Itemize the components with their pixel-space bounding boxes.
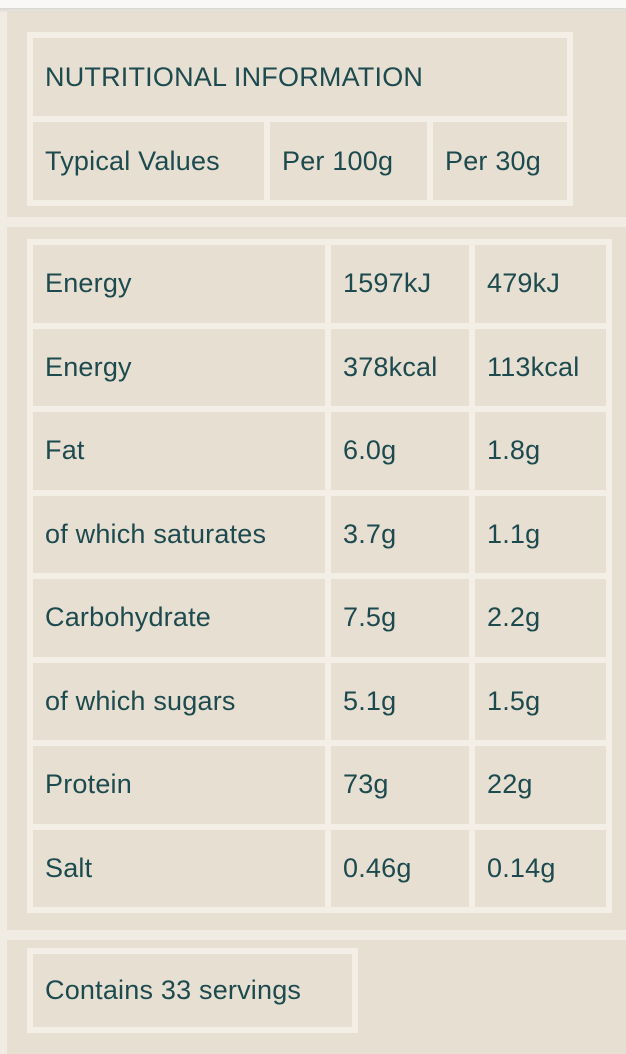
row-label: Salt xyxy=(33,829,325,907)
row-value-per-30g: 113kcal xyxy=(475,328,606,406)
row-value-per-100g: 6.0g xyxy=(331,412,469,490)
row-value-per-100g: 1597kJ xyxy=(331,245,469,323)
nutrition-table-panel: Energy 1597kJ 479kJ Energy 378kcal 113kc… xyxy=(7,227,626,930)
row-value-per-30g: 22g xyxy=(475,746,606,824)
nutrition-table-grid: Energy 1597kJ 479kJ Energy 378kcal 113kc… xyxy=(27,239,612,913)
row-value-per-30g: 0.14g xyxy=(475,829,606,907)
servings-grid: Contains 33 servings xyxy=(27,948,358,1033)
row-value-per-30g: 2.2g xyxy=(475,579,606,657)
top-strip-shadow xyxy=(0,8,626,13)
servings-panel: Contains 33 servings xyxy=(7,940,626,1054)
row-value-per-30g: 1.5g xyxy=(475,662,606,740)
nutrition-title: NUTRITIONAL INFORMATION xyxy=(33,38,567,116)
row-label: of which sugars xyxy=(33,662,325,740)
row-value-per-30g: 1.8g xyxy=(475,412,606,490)
row-label: Energy xyxy=(33,328,325,406)
column-header-per-100g: Per 100g xyxy=(270,122,427,200)
nutrition-header-grid: NUTRITIONAL INFORMATION Typical Values P… xyxy=(27,32,573,206)
row-label: Protein xyxy=(33,746,325,824)
row-value-per-100g: 5.1g xyxy=(331,662,469,740)
row-label: Carbohydrate xyxy=(33,579,325,657)
row-value-per-100g: 3.7g xyxy=(331,495,469,573)
column-header-per-30g: Per 30g xyxy=(433,122,567,200)
row-label: of which saturates xyxy=(33,495,325,573)
row-label: Energy xyxy=(33,245,325,323)
nutrition-header-panel: NUTRITIONAL INFORMATION Typical Values P… xyxy=(7,11,626,217)
servings-note: Contains 33 servings xyxy=(33,954,352,1027)
row-label: Fat xyxy=(33,412,325,490)
row-value-per-100g: 73g xyxy=(331,746,469,824)
column-header-typical-values: Typical Values xyxy=(33,122,264,200)
row-value-per-30g: 1.1g xyxy=(475,495,606,573)
row-value-per-100g: 7.5g xyxy=(331,579,469,657)
row-value-per-100g: 378kcal xyxy=(331,328,469,406)
row-value-per-100g: 0.46g xyxy=(331,829,469,907)
top-strip xyxy=(0,0,626,8)
row-value-per-30g: 479kJ xyxy=(475,245,606,323)
